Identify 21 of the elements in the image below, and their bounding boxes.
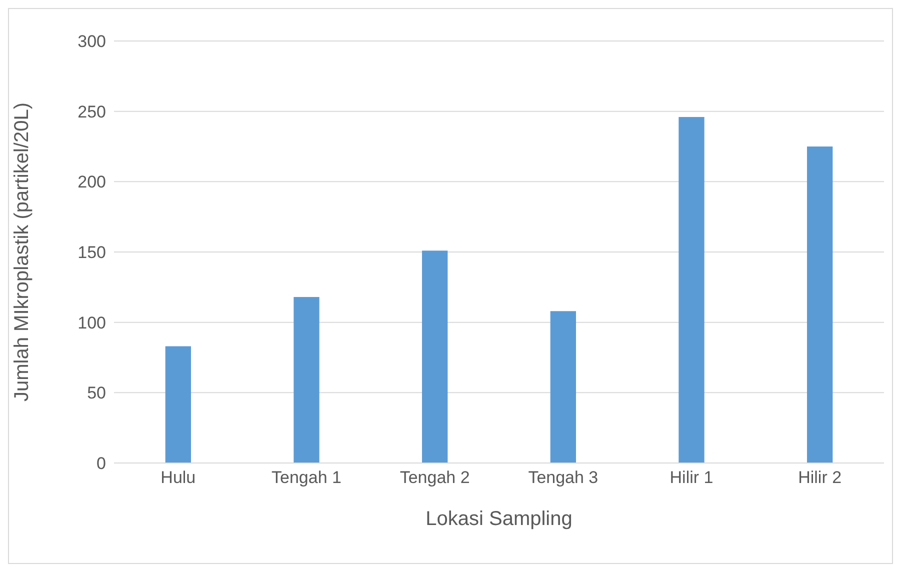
- bar: [165, 346, 191, 463]
- bar: [422, 250, 448, 463]
- x-tick-label: Tengah 3: [528, 468, 598, 488]
- y-tick-label: 200: [78, 172, 106, 192]
- bar: [807, 146, 833, 463]
- y-tick-label: 50: [87, 384, 106, 403]
- y-tick-label: 0: [96, 454, 106, 474]
- x-tick-label: Hilir 2: [798, 468, 842, 488]
- y-tick-label: 250: [78, 102, 106, 122]
- x-tick-label: Tengah 2: [400, 468, 470, 488]
- x-tick-label: Tengah 1: [272, 468, 342, 488]
- x-tick-label: Hulu: [160, 468, 196, 488]
- x-tick-label: Hilir 1: [670, 468, 714, 488]
- x-axis-title: Lokasi Sampling: [426, 508, 572, 530]
- y-tick-label: 300: [78, 32, 106, 52]
- y-axis-title: Jumlah MIkroplastik (partikel/20L): [11, 102, 34, 402]
- y-tick-label: 150: [78, 243, 106, 262]
- bar: [678, 116, 704, 463]
- bar: [550, 311, 576, 463]
- bar: [294, 297, 320, 463]
- y-tick-label: 100: [78, 313, 106, 332]
